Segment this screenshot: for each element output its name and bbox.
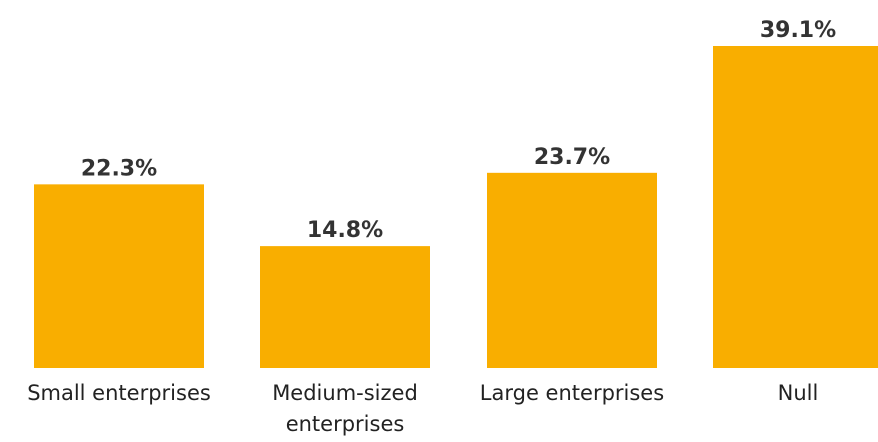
category-label-line: Null	[778, 381, 819, 405]
value-label-3: 39.1%	[760, 18, 836, 43]
category-label-line: Medium-sized	[272, 381, 418, 405]
category-label-3: Null	[778, 381, 819, 405]
bar-0	[34, 184, 204, 368]
value-label-1: 14.8%	[307, 218, 383, 243]
category-label-1: Medium-sized enterprises	[272, 381, 418, 436]
category-label-line: enterprises	[286, 412, 405, 436]
category-label-line: Small enterprises	[27, 381, 211, 405]
category-label-0: Small enterprises	[27, 381, 211, 405]
bar-2	[487, 172, 657, 368]
category-label-2: Large enterprises	[480, 381, 664, 405]
value-label-2: 23.7%	[534, 145, 610, 170]
value-label-0: 22.3%	[81, 156, 157, 181]
bar-3	[713, 46, 878, 368]
category-label-line: Large enterprises	[480, 381, 664, 405]
bar-1	[260, 246, 430, 368]
